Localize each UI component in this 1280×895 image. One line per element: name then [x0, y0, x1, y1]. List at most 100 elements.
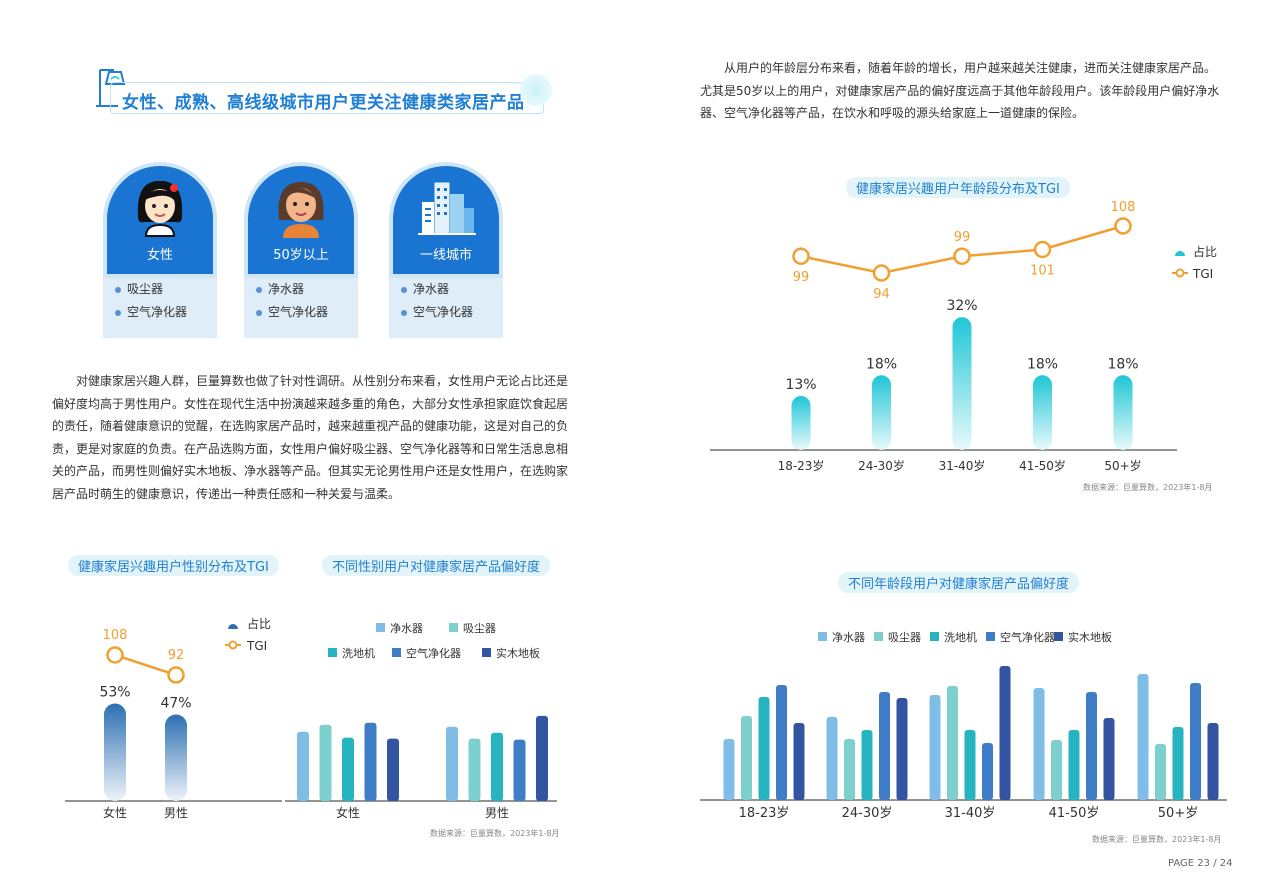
x-tick-label: 男性 — [485, 806, 509, 820]
tgi-point — [792, 247, 810, 265]
tgi-data-label: 99 — [954, 230, 971, 245]
data-source: 数据来源：巨量算数，2023年1-8月 — [1092, 835, 1222, 844]
bar-3 — [1172, 727, 1184, 800]
x-tick-label: 31-40岁 — [945, 806, 996, 821]
tgi-point — [953, 247, 971, 265]
bar-4 — [513, 739, 526, 801]
x-tick-label: 18-23岁 — [778, 458, 825, 473]
gender-preference-chart-title: 不同性别用户对健康家居产品偏好度 — [322, 555, 551, 576]
data-source: 数据来源：巨量算数，2023年1-8月 — [430, 829, 560, 838]
bar-5 — [1103, 718, 1115, 800]
legend-swatch — [986, 632, 995, 641]
bar-5 — [793, 723, 805, 800]
bar-3 — [342, 737, 354, 801]
x-tick-label: 女性 — [103, 805, 127, 820]
card-item: 空气净化器 — [256, 303, 328, 320]
card-label: 女性 — [146, 248, 173, 263]
card-item: 吸尘器 — [115, 280, 163, 297]
legend-label: 洗地机 — [944, 630, 977, 644]
bar-data-label: 32% — [946, 298, 977, 314]
bar-2 — [1051, 740, 1062, 800]
x-tick-label: 女性 — [336, 805, 360, 820]
title-glow-decoration — [520, 74, 552, 106]
card-item: 净水器 — [401, 280, 449, 297]
card-item: 空气净化器 — [401, 303, 473, 320]
bar-3 — [964, 730, 976, 800]
x-tick-label: 31-40岁 — [939, 458, 986, 473]
tgi-point — [1114, 217, 1132, 235]
legend-tgi-marker — [1175, 268, 1185, 278]
tgi-line — [114, 653, 177, 677]
bar-4 — [982, 743, 993, 800]
bar-1 — [1033, 688, 1045, 800]
tgi-point — [106, 646, 124, 664]
bar-3 — [758, 697, 770, 800]
legend-label: 净水器 — [390, 621, 423, 635]
tgi-point — [872, 264, 891, 282]
paragraph-line: 偏好度均高于男性用户。女性在现代生活中扮演越来越多重的角色，大部分女性承担家庭饮… — [52, 396, 569, 411]
bar — [165, 714, 187, 801]
older-woman-avatar-icon — [278, 182, 324, 238]
bar-data-label: 53% — [99, 684, 130, 700]
legend-label: 吸尘器 — [463, 622, 496, 635]
legend-swatch — [874, 632, 883, 641]
x-tick-label: 41-50岁 — [1049, 806, 1100, 821]
gender-distribution-chart-title: 健康家居兴趣用户性别分布及TGI — [68, 555, 279, 576]
legend-swatch — [328, 648, 337, 657]
legend-label: 实木地板 — [1068, 630, 1112, 644]
bar-4 — [776, 685, 787, 800]
legend-swatch — [818, 632, 827, 641]
bar — [104, 703, 126, 801]
paragraph-line: 对健康家居兴趣人群，巨量算数也做了针对性调研。从性别分布来看，女性用户无论占比还… — [76, 374, 569, 388]
bar-1 — [723, 739, 735, 800]
x-tick-label: 18-23岁 — [739, 806, 790, 821]
bar-2 — [844, 739, 855, 800]
bar-1 — [297, 731, 309, 801]
x-tick-label: 男性 — [164, 806, 188, 820]
bar-4 — [364, 722, 377, 801]
legend-label: 占比 — [1193, 244, 1217, 259]
paragraph-line: 居产品时萌生的健康意识，传递出一种责任感和一种关爱与温柔。 — [52, 486, 401, 501]
woman-avatar-icon — [137, 180, 183, 237]
tgi-point — [167, 666, 185, 684]
paragraph-line: 的责任，随着健康意识的觉醒，在选购家居产品时，越来越重视产品的健康功能，这是对自… — [52, 419, 569, 433]
bar-3 — [1068, 730, 1080, 800]
page-number: PAGE 23 / 24 — [1168, 858, 1233, 869]
bar-3 — [861, 730, 873, 800]
tgi-data-label: 108 — [103, 628, 128, 643]
legend-label: TGI — [246, 639, 267, 653]
bar-data-label: 47% — [160, 696, 191, 712]
legend-tgi-marker — [228, 640, 238, 650]
legend-label: TGI — [1192, 267, 1213, 281]
bar-2 — [947, 686, 958, 800]
card-female: 女性 吸尘器 空气净化器 — [103, 166, 217, 338]
bar — [791, 396, 811, 450]
tgi-data-label: 94 — [873, 287, 890, 302]
legend-label: 洗地机 — [342, 646, 375, 660]
card-label: 50岁以上 — [273, 248, 329, 263]
legend-swatch — [482, 648, 491, 657]
tgi-data-label: 92 — [168, 648, 185, 663]
bar — [1113, 375, 1133, 450]
age-preference-chart-title: 不同年龄段用户对健康家居产品偏好度 — [838, 572, 1080, 593]
data-source: 数据来源：巨量算数，2023年1-8月 — [1083, 483, 1213, 492]
legend-swatch — [449, 623, 458, 632]
legend-label: 空气净化器 — [406, 646, 461, 660]
bar-4 — [879, 692, 890, 800]
paragraph-line: 责，更是对家庭的负责。在产品选购方面，女性用户偏好吸尘器、空气净化器等和日常生活… — [52, 441, 569, 456]
legend-swatch — [1054, 632, 1063, 641]
paragraph-line: 从用户的年龄层分布来看，随着年龄的增长，用户越来越关注健康，进而关注健康家居产品… — [724, 61, 1217, 75]
bar — [872, 375, 891, 450]
bar — [952, 317, 972, 450]
card-tier1-city: 一线城市 净水器 空气净化器 — [389, 166, 503, 338]
gender-distribution-chart: 53% 女性 47% 男性 108 92 占比 TGI — [65, 616, 282, 820]
bar-3 — [491, 732, 503, 801]
card-item: 净水器 — [256, 280, 304, 297]
paragraph-line: 器、空气净化器等产品，在饮水和呼吸的源头给家庭上一道健康的保险。 — [700, 106, 1085, 120]
legend-label: 空气净化器 — [1000, 630, 1055, 644]
city-buildings-icon — [418, 181, 476, 235]
paragraph-line: 关的产品，而男性则偏好实木地板、净水器等产品。但其实无论男性用户还是女性用户，在… — [52, 464, 569, 478]
card-50-plus: 50岁以上 净水器 空气净化器 — [244, 166, 358, 338]
bar-data-label: 18% — [1107, 356, 1138, 372]
